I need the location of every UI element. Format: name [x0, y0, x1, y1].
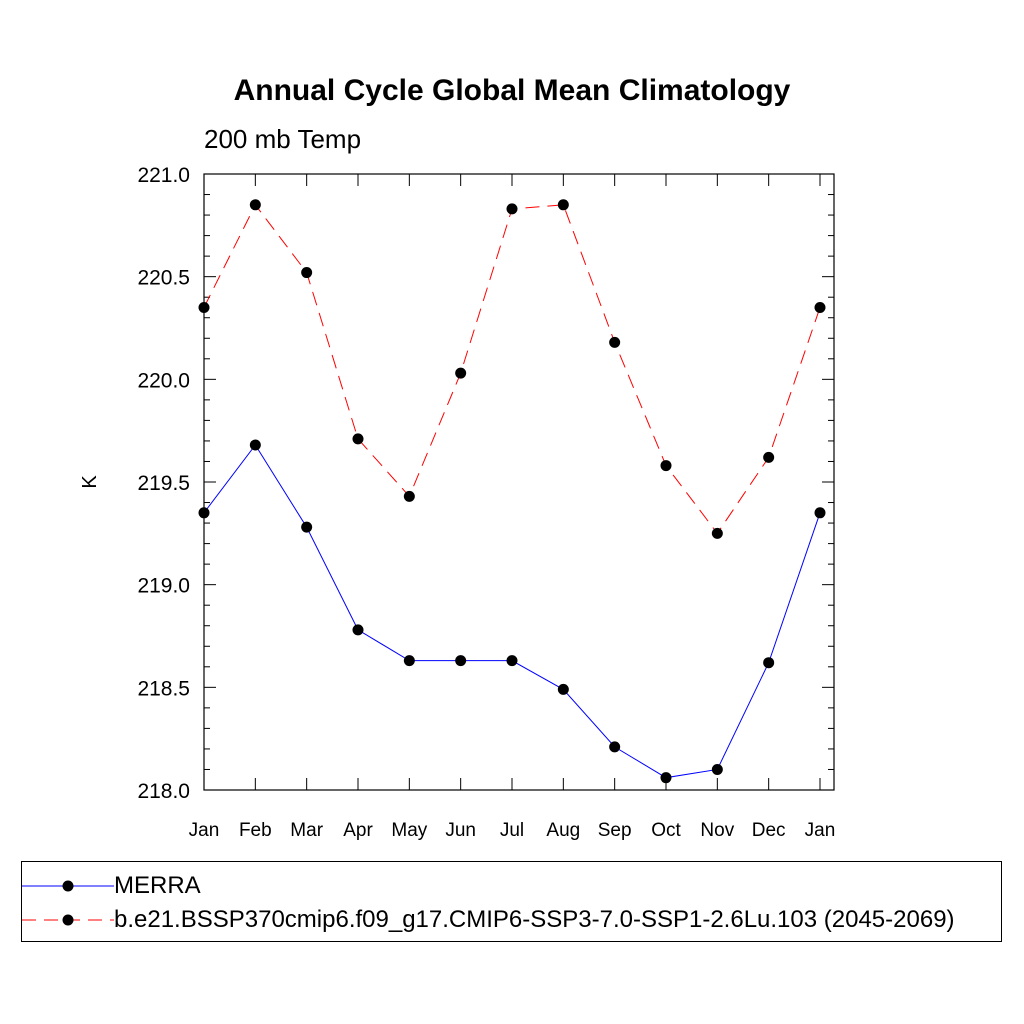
legend: MERRA b.e21.BSSP370cmip6.f09_g17.CMIP6-S… [21, 861, 1002, 942]
legend-label-model: b.e21.BSSP370cmip6.f09_g17.CMIP6-SSP3-7.… [114, 906, 955, 933]
x-tick-label: Apr [343, 820, 373, 841]
x-tick-label: Jul [500, 820, 524, 841]
data-point-series-1 [711, 527, 723, 539]
data-point-series-1 [455, 367, 467, 379]
data-point-series-1 [660, 460, 672, 472]
data-point-series-0 [352, 624, 364, 636]
x-tick-label: Jun [445, 820, 476, 841]
legend-swatch-merra [22, 880, 114, 892]
y-tick-label: 220.5 [137, 267, 190, 290]
chart-subtitle: 200 mb Temp [204, 124, 362, 154]
data-point-series-0 [249, 439, 261, 451]
data-point-series-0 [711, 763, 723, 775]
x-tick-label: Feb [239, 820, 272, 841]
x-tick-label: Oct [651, 820, 681, 841]
data-point-series-1 [403, 490, 415, 502]
data-point-series-0 [301, 521, 313, 533]
plot-frame [203, 173, 835, 791]
data-point-series-1 [249, 199, 261, 211]
series-line-0 [203, 444, 821, 779]
data-point-series-0 [609, 741, 621, 753]
data-point-series-0 [506, 655, 518, 667]
x-tick-label: Nov [700, 820, 734, 841]
x-tick-label: Jan [805, 820, 836, 841]
x-tick-label: Dec [752, 820, 786, 841]
y-tick-label: 218.0 [137, 780, 190, 803]
legend-label-merra: MERRA [114, 872, 201, 899]
data-point-series-0 [198, 507, 210, 519]
chart-title: Annual Cycle Global Mean Climatology [233, 74, 791, 107]
legend-swatch-model [22, 914, 114, 926]
data-point-series-0 [455, 655, 467, 667]
data-point-series-0 [660, 772, 672, 784]
data-point-series-0 [814, 507, 826, 519]
x-tick-label: Sep [598, 820, 632, 841]
series-line-1 [203, 203, 821, 535]
data-point-series-0 [763, 657, 775, 669]
y-tick-label: 219.0 [137, 575, 190, 598]
line-chart: 218.0 218.5 219.0 219.5 220.0 220.5 221.0 K Jan F… [79, 164, 836, 841]
y-tick-label: 220.0 [137, 369, 190, 392]
x-tick-label: May [391, 820, 427, 841]
x-tick-label: Jan [189, 820, 220, 841]
y-tick-label: 221.0 [137, 164, 190, 187]
data-point-series-1 [301, 267, 313, 279]
y-axis-label: K [79, 475, 101, 489]
data-point-series-1 [352, 433, 364, 445]
data-point-series-0 [557, 683, 569, 695]
legend-item-model: b.e21.BSSP370cmip6.f09_g17.CMIP6-SSP3-7.… [22, 905, 1001, 935]
x-tick-label: Mar [290, 820, 323, 841]
data-point-series-1 [557, 199, 569, 211]
y-tick-label: 218.5 [137, 677, 190, 700]
x-tick-label: Aug [546, 820, 580, 841]
data-point-series-1 [506, 203, 518, 215]
data-point-series-1 [198, 301, 210, 313]
data-point-series-1 [814, 301, 826, 313]
legend-item-merra: MERRA [22, 871, 1001, 901]
data-point-series-0 [403, 655, 415, 667]
data-point-series-1 [609, 336, 621, 348]
data-point-series-1 [763, 451, 775, 463]
y-tick-label: 219.5 [137, 472, 190, 495]
